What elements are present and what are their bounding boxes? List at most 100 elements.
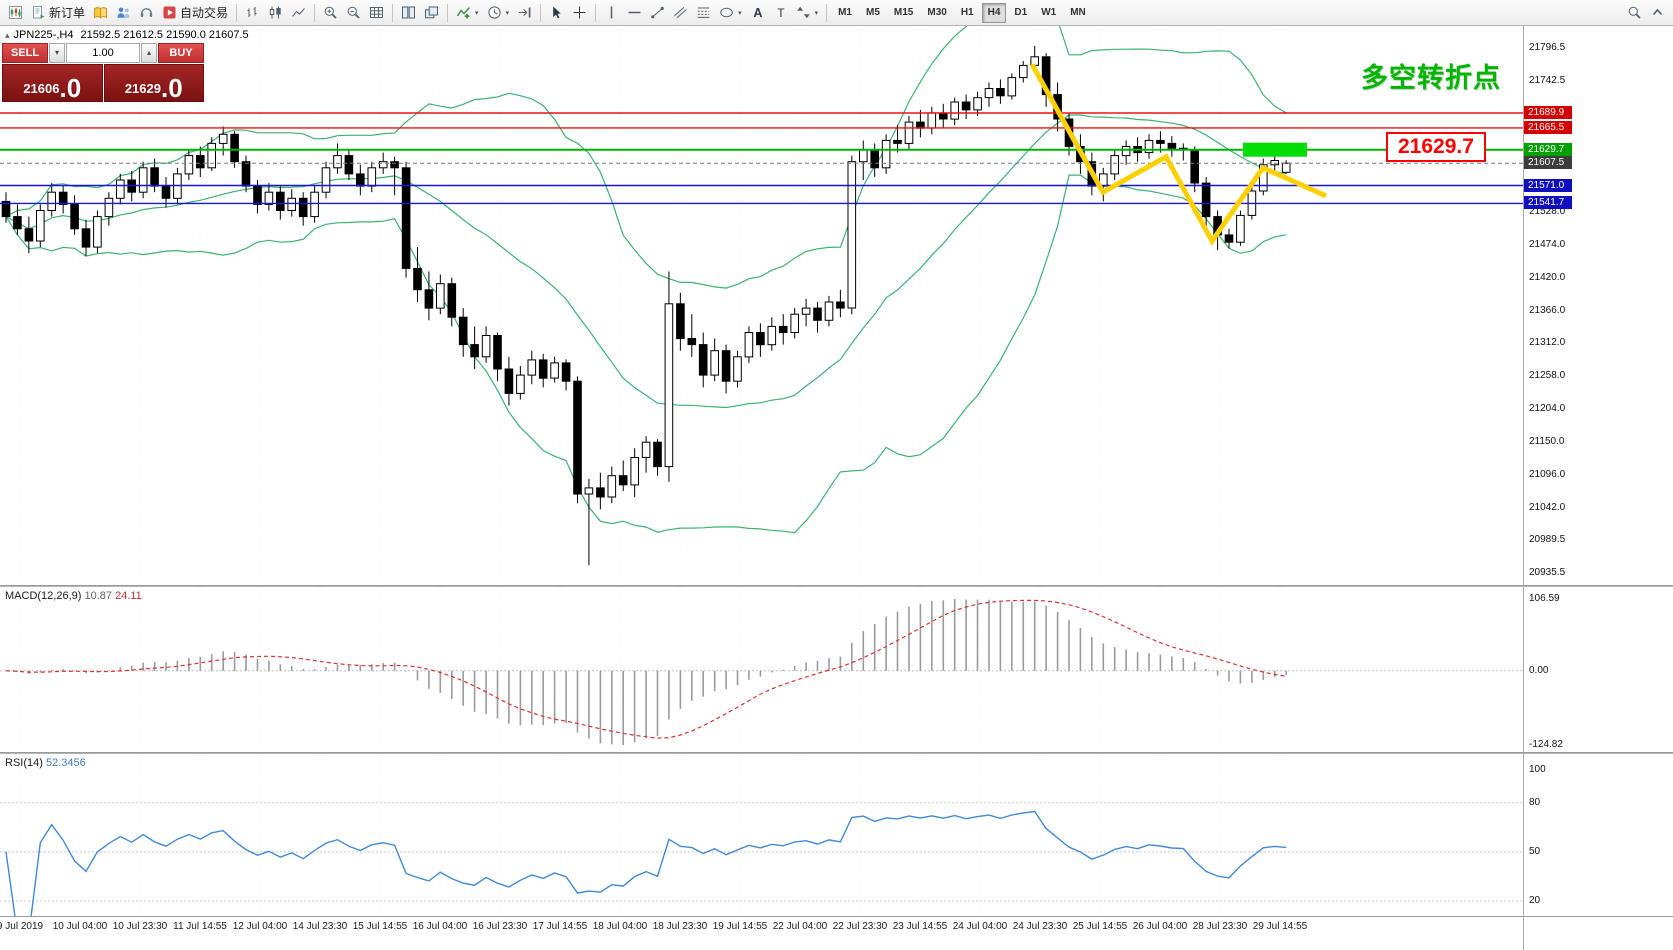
vertical-line-button[interactable] <box>600 2 623 24</box>
bar-chart-button[interactable] <box>241 2 264 24</box>
timeframe-mn-button[interactable]: MN <box>1064 3 1092 23</box>
zoom-in-icon <box>324 6 337 19</box>
collapse-trade-panel-icon[interactable]: ▴ <box>5 30 10 40</box>
indicators-button[interactable]: ▾ <box>452 2 483 24</box>
timeframe-d1-button[interactable]: D1 <box>1008 3 1033 23</box>
search-button[interactable] <box>1623 2 1646 24</box>
buy-button[interactable]: BUY <box>158 43 204 63</box>
profiles-button[interactable] <box>89 2 112 24</box>
chart-symbol-period: JPN225-,H4 <box>13 29 74 41</box>
collapse-toolbar-button[interactable] <box>1646 2 1669 24</box>
buy-price-display[interactable]: 21629.0 <box>103 64 204 103</box>
text-button[interactable]: A <box>746 2 769 24</box>
time-axis[interactable]: 9 Jul 2019 10 Jul 04:00 10 Jul 23:30 11 Jul… <box>0 917 1673 950</box>
timeframe-m15-button[interactable]: M15 <box>888 3 919 23</box>
rsi-axis-label: 100 <box>1529 764 1546 775</box>
channel-button[interactable] <box>669 2 692 24</box>
label-t-icon: T <box>777 6 785 20</box>
support-button[interactable] <box>135 2 158 24</box>
community-button[interactable] <box>112 2 135 24</box>
indicator-plus-icon <box>456 7 471 19</box>
algo-trading-button[interactable]: 自动交易 <box>158 2 232 24</box>
dropdown-caret-icon: ▾ <box>475 9 479 17</box>
sell-price-base: 21606 <box>23 81 60 96</box>
tile-windows-button[interactable] <box>397 2 420 24</box>
bid-price-label: 21607.5 <box>1524 156 1572 169</box>
timeframe-h4-button[interactable]: H4 <box>981 2 1007 23</box>
price-tick: 21150.0 <box>1529 436 1565 447</box>
toolbar-separator <box>595 3 597 22</box>
line-chart-icon <box>292 8 305 17</box>
line-chart-button[interactable] <box>287 2 310 24</box>
price-tick: 21042.0 <box>1529 502 1566 513</box>
toolbar-separator <box>236 3 238 22</box>
cursor-button[interactable] <box>545 2 568 24</box>
crosshair-button[interactable] <box>568 2 591 24</box>
candle-chart-button[interactable] <box>264 2 287 24</box>
timeframe-w1-button[interactable]: W1 <box>1035 3 1062 23</box>
fibo-icon <box>697 7 710 18</box>
highlight-rectangle-object[interactable] <box>1243 142 1307 157</box>
price-line-label[interactable]: 21689.9 <box>1524 106 1572 119</box>
volume-input[interactable] <box>66 43 140 63</box>
sell-price-display[interactable]: 21606.0 <box>2 64 103 102</box>
toolbar-separator <box>540 3 542 22</box>
toolbar: 新订单 自动交易 ▾ ▾ ▾ A T ▾ M1 M5 M15 M30 H1 H4 D1 W1 MN <box>0 0 1673 26</box>
rsi-value: 52.3456 <box>45 757 86 769</box>
trendline-button[interactable] <box>646 2 669 24</box>
cascade-windows-button[interactable] <box>420 2 443 24</box>
fibonacci-button[interactable] <box>692 2 715 24</box>
new-chart-button[interactable] <box>4 2 27 24</box>
price-line-label[interactable]: 21665.5 <box>1524 121 1572 134</box>
horizontal-line-button[interactable] <box>623 2 646 24</box>
new-order-button[interactable]: 新订单 <box>27 2 89 24</box>
time-axis-label: 18 Jul 23:30 <box>652 921 708 932</box>
grid-button[interactable] <box>365 2 388 24</box>
shapes-button[interactable]: ▾ <box>715 2 746 24</box>
toolbar-right-group <box>1623 2 1669 24</box>
timeframe-m5-button[interactable]: M5 <box>860 3 886 23</box>
timeframe-h1-button[interactable]: H1 <box>955 3 980 23</box>
rsi-axis-label: 20 <box>1529 895 1541 906</box>
pane-splitter[interactable] <box>0 752 1673 754</box>
price-tick: 20935.5 <box>1529 567 1566 578</box>
volume-down-button[interactable]: ▾ <box>49 43 65 63</box>
timeframe-m30-button[interactable]: M30 <box>921 3 952 23</box>
auto-scroll-shift-button[interactable] <box>513 2 536 24</box>
time-axis-label: 11 Jul 14:55 <box>173 921 227 932</box>
buy-price-big-digit: .0 <box>160 72 183 103</box>
label-button[interactable]: T <box>769 2 792 24</box>
time-axis-label: 24 Jul 04:00 <box>952 921 1008 932</box>
zoom-out-button[interactable] <box>342 2 365 24</box>
chart-title: ▴ JPN225-,H4 21592.5 21612.5 21590.0 21607… <box>5 29 249 41</box>
periods-button[interactable]: ▾ <box>483 2 514 24</box>
price-line-label[interactable]: 21629.7 <box>1524 143 1572 156</box>
macd-signal-line <box>5 599 1287 739</box>
candles-layer <box>1 45 1291 566</box>
price-tick: 21796.5 <box>1529 42 1566 53</box>
time-axis-label: 9 Jul 2019 <box>0 921 44 932</box>
time-axis-label: 18 Jul 04:00 <box>592 921 648 932</box>
time-axis-label: 12 Jul 04:00 <box>232 921 288 932</box>
macd-indicator-name: MACD(12,26,9) <box>5 590 82 602</box>
chevron-up-icon <box>1652 8 1663 16</box>
rsi-label: RSI(14) 52.3456 <box>5 757 86 769</box>
zigzag-drawing-object[interactable] <box>1029 62 1328 246</box>
macd-axis: 106.59 0.00 -124.82 <box>1524 587 1672 752</box>
dropdown-caret-icon: ▾ <box>814 9 819 17</box>
sell-button[interactable]: SELL <box>2 43 48 63</box>
zoom-in-button[interactable] <box>319 2 342 24</box>
price-chart[interactable] <box>0 26 1523 585</box>
chart-ohlc-values: 21592.5 21612.5 21590.0 21607.5 <box>80 29 249 41</box>
price-line-label[interactable]: 21571.0 <box>1524 179 1572 192</box>
price-line-label[interactable]: 21541.7 <box>1524 196 1572 209</box>
price-callout-box: 21629.7 <box>1386 132 1486 162</box>
timeframe-m1-button[interactable]: M1 <box>832 3 858 23</box>
price-axis[interactable]: 21796.5 21742.5 21528.0 21474.0 21420.0 21366… <box>1524 26 1672 585</box>
pane-splitter[interactable] <box>0 585 1673 587</box>
main-chart-pane: 21796.5 21742.5 21528.0 21474.0 21420.0 21366… <box>0 26 1673 585</box>
volume-up-button[interactable]: ▴ <box>141 43 157 63</box>
arrows-button[interactable]: ▾ <box>792 2 823 24</box>
toolbar-separator <box>447 3 449 22</box>
zoom-out-icon <box>347 6 360 19</box>
